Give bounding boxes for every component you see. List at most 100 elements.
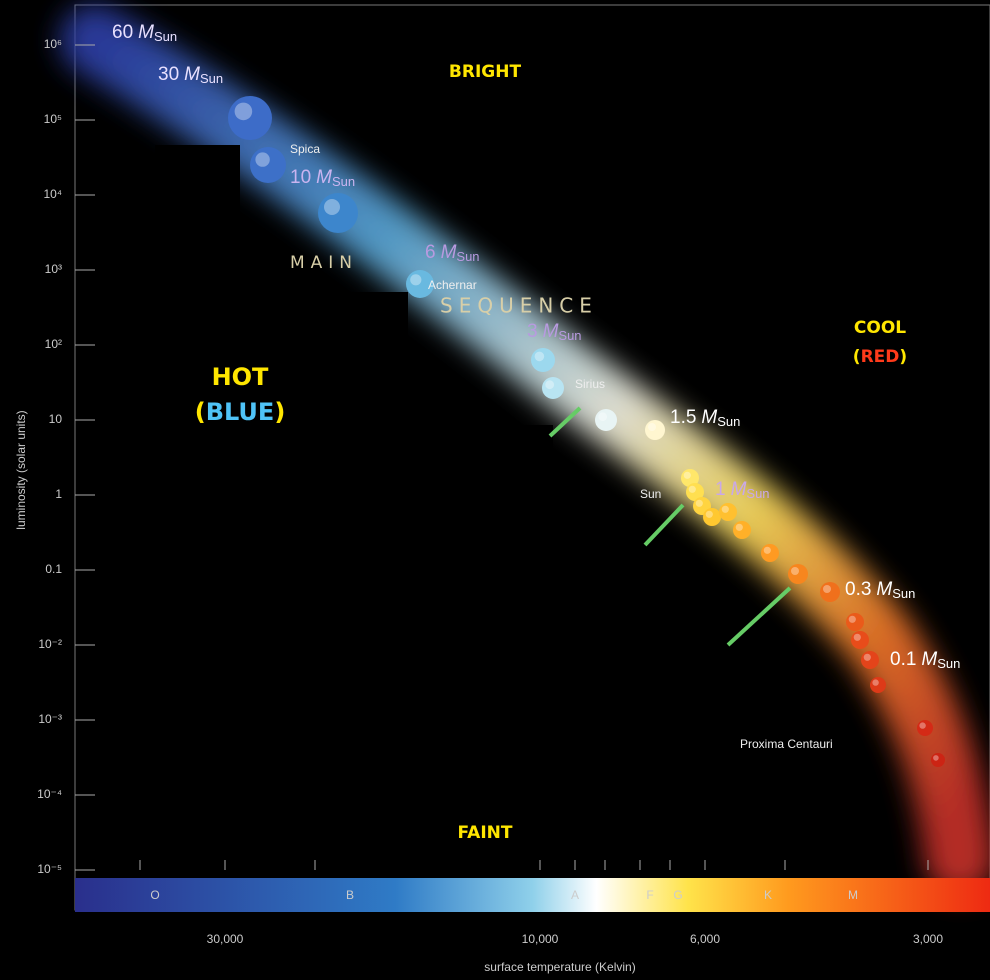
y-tick-label: 10² <box>45 337 62 351</box>
paren: ) <box>274 398 285 426</box>
y-axis-label: luminosity (solar units) <box>14 410 28 529</box>
star <box>531 348 555 372</box>
star-highlight <box>696 500 703 507</box>
marker <box>645 505 683 545</box>
star <box>733 521 751 539</box>
spectral-class: M <box>848 888 858 902</box>
y-tick-label: 10⁻⁴ <box>37 787 62 801</box>
y-tick-label: 10 <box>49 412 63 426</box>
star-highlight <box>410 274 421 285</box>
star-highlight <box>535 352 545 362</box>
star <box>788 564 808 584</box>
y-tick-label: 10⁵ <box>44 112 62 126</box>
star <box>917 720 933 736</box>
mass-subscript: Sun <box>937 656 960 671</box>
main-label: MAIN <box>290 253 358 273</box>
mass-unit: M <box>441 242 457 263</box>
star <box>595 409 617 431</box>
marker <box>728 588 790 645</box>
faint-label: FAINT <box>458 823 513 843</box>
mass-number: 6 <box>425 242 436 263</box>
mass-unit: M <box>138 22 154 43</box>
paren: ( <box>195 398 206 426</box>
x-tick-label: 6,000 <box>690 932 720 946</box>
mass-subscript: Sun <box>558 328 581 343</box>
mass-unit: M <box>876 579 892 600</box>
star-highlight <box>648 423 656 431</box>
mass-number: 0.3 <box>845 579 871 600</box>
spectral-class: K <box>764 888 772 902</box>
star-name: Proxima Centauri <box>740 737 833 751</box>
star-highlight <box>235 103 253 121</box>
star <box>761 544 779 562</box>
mass-subscript: Sun <box>456 249 479 264</box>
star-highlight <box>764 547 771 554</box>
hot-color: (BLUE) <box>195 398 286 426</box>
star-name: Achernar <box>428 278 477 292</box>
y-tick-label: 10⁻² <box>38 637 62 651</box>
bright-label: BRIGHT <box>449 62 522 82</box>
mass-unit: M <box>316 167 332 188</box>
star <box>250 147 286 183</box>
spectral-class: A <box>571 888 579 902</box>
mass-subscript: Sun <box>717 414 740 429</box>
color-word: BLUE <box>206 398 275 426</box>
star-name: Sirius <box>575 377 605 391</box>
spectral-class: O <box>150 888 159 902</box>
star <box>870 677 886 693</box>
star <box>719 503 737 521</box>
mass-unit: M <box>543 321 559 342</box>
mass-subscript: Sun <box>892 586 915 601</box>
mass-number: 3 <box>527 321 538 342</box>
mass-number: 10 <box>290 167 311 188</box>
mass-label: 0.1MSun <box>890 649 960 671</box>
star-highlight <box>722 506 729 513</box>
star <box>820 582 840 602</box>
star-highlight <box>823 585 831 593</box>
y-tick-label: 0.1 <box>45 562 62 576</box>
mass-unit: M <box>184 64 200 85</box>
mass-subscript: Sun <box>746 486 769 501</box>
x-tick-label: 30,000 <box>207 932 244 946</box>
y-tick-label: 1 <box>55 487 62 501</box>
mass-subscript: Sun <box>154 29 177 44</box>
star-highlight <box>919 722 925 728</box>
mask <box>408 425 553 745</box>
star <box>861 651 879 669</box>
star-highlight <box>689 486 696 493</box>
mass-label: 3MSun <box>527 321 582 343</box>
page: BRIGHT FAINT HOT (BLUE) COOL (RED) MAIN … <box>0 0 990 980</box>
star-highlight <box>684 472 691 479</box>
star-highlight <box>736 524 743 531</box>
hr-diagram: BRIGHT FAINT HOT (BLUE) COOL (RED) MAIN … <box>0 0 990 980</box>
mass-number: 60 <box>112 22 133 43</box>
star <box>645 420 665 440</box>
star <box>228 96 272 140</box>
y-tick-label: 10⁴ <box>43 187 62 201</box>
x-tick-label: 10,000 <box>522 932 559 946</box>
star-highlight <box>545 380 554 389</box>
paren: ( <box>853 347 861 367</box>
mass-number: 0.1 <box>890 649 916 670</box>
y-tick-label: 10⁻⁵ <box>37 862 62 876</box>
star-highlight <box>933 755 939 761</box>
mass-number: 30 <box>158 64 179 85</box>
spectral-class: G <box>673 888 682 902</box>
paren: ) <box>899 347 907 367</box>
star-highlight <box>849 616 856 623</box>
star <box>542 377 564 399</box>
spectral-class: F <box>646 888 653 902</box>
cool-label: COOL <box>854 318 906 338</box>
star-highlight <box>598 412 607 421</box>
x-axis-label: surface temperature (Kelvin) <box>484 960 635 974</box>
mass-unit: M <box>731 479 747 500</box>
star-highlight <box>864 654 871 661</box>
mass-label: 60MSun <box>112 22 177 44</box>
star-name: Spica <box>290 142 320 156</box>
cool-color: (RED) <box>853 347 907 367</box>
star-highlight <box>324 199 340 215</box>
y-tick-label: 10⁻³ <box>38 712 62 726</box>
mass-unit: M <box>701 407 717 428</box>
mass-unit: M <box>921 649 937 670</box>
mass-number: 1 <box>715 479 726 500</box>
